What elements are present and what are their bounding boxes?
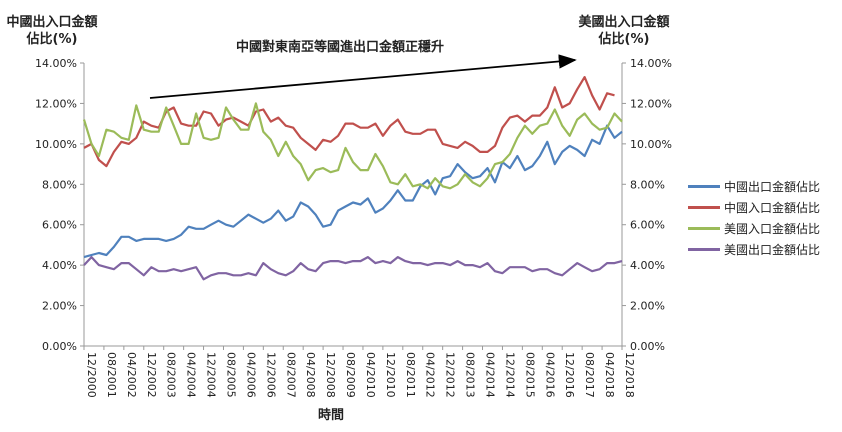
y-tick-label-left: 4.00% [42, 259, 77, 272]
x-tick-label: 04/2010 [364, 352, 377, 398]
chart-plot-area [83, 63, 623, 347]
series-line-2 [83, 75, 615, 168]
y-axis-right-title: 美國出入口金額 佔比(%) [578, 15, 670, 47]
y-tick-label-left: 6.00% [42, 219, 77, 232]
legend-label: 中國入口金額佔比 [724, 201, 821, 215]
y-tick-label-left: 14.00% [35, 57, 77, 70]
series-line-4 [83, 256, 623, 281]
y-tick-label-right: 12.00% [630, 97, 672, 110]
y-axis-left: 0.00% 2.00% 4.00% 6.00% 8.00% 10.00% 12.00% 14.… [35, 57, 84, 353]
x-tick-label: 12/2008 [324, 352, 337, 398]
x-tick-label: 04/2016 [543, 352, 556, 398]
trend-arrow-line [149, 54, 577, 99]
legend-swatch [688, 248, 720, 251]
x-tick-label: 04/2018 [603, 352, 616, 398]
trend-annotation: 中國對東南亞等國進出口金額正穩升 [236, 40, 445, 55]
y-tick-label-left: 2.00% [42, 300, 77, 313]
series-lines [82, 75, 623, 281]
x-axis-title: 時間 [318, 408, 345, 423]
trend-arrow [149, 54, 577, 99]
legend-item: 美國入口金額佔比 [688, 218, 820, 239]
x-tick-label: 12/2010 [384, 352, 397, 398]
y-tick-label-right: 14.00% [630, 57, 672, 70]
y-axis-left-title: 中國出入口金額 佔比(%) [6, 15, 98, 47]
y-tick-label-right: 8.00% [630, 178, 665, 191]
y-tick-label-left: 10.00% [35, 138, 77, 151]
x-tick-label: 04/2002 [125, 352, 138, 398]
x-tick-label: 08/2017 [583, 352, 596, 398]
x-tick-label: 12/2006 [264, 352, 277, 398]
x-tick-label: 12/2016 [563, 352, 576, 398]
x-tick-label: 04/2014 [484, 352, 497, 398]
x-tick-label: 12/2014 [503, 352, 516, 398]
x-tick-label: 04/2006 [244, 352, 257, 398]
x-tick-label: 08/2015 [523, 352, 536, 398]
x-axis: 12/2000 08/2001 04/2002 12/2002 08/2003 04/20… [83, 346, 636, 398]
y-tick-label-left: 8.00% [42, 178, 77, 191]
x-tick-label: 08/2001 [105, 352, 118, 398]
x-tick-label: 12/2018 [623, 352, 636, 398]
legend: 中國出口金額佔比 中國入口金額佔比 美國入口金額佔比 美國出口金額佔比 [688, 176, 820, 260]
legend-swatch [688, 185, 720, 188]
y-tick-label-left: 0.00% [42, 340, 77, 353]
x-tick-label: 08/2013 [464, 352, 477, 398]
x-tick-label: 04/2008 [304, 352, 317, 398]
y-axis-right: 0.00% 2.00% 4.00% 6.00% 8.00% 10.00% 12.00% 14.… [622, 57, 672, 353]
legend-item: 中國入口金額佔比 [688, 197, 820, 218]
legend-label: 美國出口金額佔比 [724, 243, 821, 257]
x-tick-label: 08/2005 [224, 352, 237, 398]
legend-label: 美國入口金額佔比 [724, 222, 821, 236]
x-tick-label: 04/2004 [185, 352, 198, 398]
legend-swatch [688, 206, 720, 209]
series-line-1 [83, 124, 623, 259]
x-tick-label: 08/2003 [165, 352, 178, 398]
y-tick-label-right: 2.00% [630, 300, 665, 313]
x-tick-label: 12/2012 [444, 352, 457, 398]
legend-swatch [688, 227, 720, 230]
x-tick-label: 12/2000 [85, 352, 98, 398]
legend-item: 美國出口金額佔比 [688, 239, 820, 260]
x-tick-label: 12/2004 [205, 352, 218, 398]
y-tick-label-left: 12.00% [35, 97, 77, 110]
y-tick-label-right: 10.00% [630, 138, 672, 151]
y-tick-label-right: 6.00% [630, 219, 665, 232]
x-tick-label: 08/2011 [404, 352, 417, 398]
legend-label: 中國出口金額佔比 [724, 180, 821, 194]
y-tick-label-right: 0.00% [630, 340, 665, 353]
x-tick-label: 08/2007 [284, 352, 297, 398]
x-tick-label: 08/2009 [344, 352, 357, 398]
series-line-3 [82, 102, 623, 190]
x-tick-label: 12/2002 [145, 352, 158, 398]
legend-item: 中國出口金額佔比 [688, 176, 820, 197]
x-tick-label: 04/2012 [424, 352, 437, 398]
y-tick-label-right: 4.00% [630, 259, 665, 272]
